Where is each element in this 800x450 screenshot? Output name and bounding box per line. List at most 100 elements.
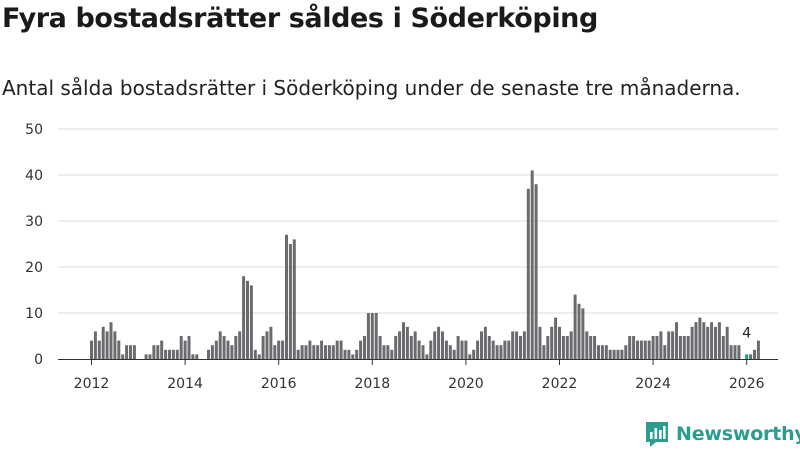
- bar: [651, 336, 655, 359]
- bar: [429, 340, 433, 359]
- bar: [417, 340, 421, 359]
- bar: [339, 340, 343, 359]
- bar: [129, 345, 132, 359]
- bar: [109, 322, 113, 359]
- bar: [698, 317, 702, 359]
- bar: [686, 336, 690, 359]
- bar: [511, 331, 515, 359]
- bar: [160, 340, 164, 359]
- highlight-bar: [745, 354, 749, 359]
- bar: [300, 345, 304, 359]
- bar: [121, 354, 125, 359]
- bar: [636, 340, 639, 359]
- bar: [604, 345, 608, 359]
- bar: [296, 349, 300, 359]
- y-tick-label: 20: [25, 260, 43, 276]
- bar: [355, 349, 359, 359]
- x-tick-label: 2016: [261, 376, 297, 392]
- bar: [226, 340, 230, 359]
- bar: [675, 322, 678, 359]
- bar: [125, 345, 129, 359]
- bar: [710, 322, 714, 359]
- bar: [452, 349, 456, 359]
- y-tick-label: 0: [34, 352, 43, 368]
- bar: [97, 340, 101, 359]
- bar: [312, 345, 316, 359]
- bar: [437, 326, 441, 359]
- bar: [561, 336, 565, 359]
- bar: [756, 340, 760, 359]
- bar: [261, 336, 265, 359]
- bar: [608, 349, 612, 359]
- bar: [257, 354, 261, 359]
- bar: [132, 345, 136, 359]
- bar: [308, 340, 312, 359]
- bar: [207, 349, 210, 359]
- bar: [269, 326, 273, 359]
- bar: [402, 322, 405, 359]
- bar: [464, 340, 468, 359]
- y-tick-label: 10: [25, 306, 43, 322]
- bar: [374, 313, 378, 359]
- bar: [187, 336, 191, 359]
- bar: [366, 313, 370, 359]
- bar: [175, 349, 179, 359]
- bar: [468, 354, 472, 359]
- bar: [678, 336, 682, 359]
- bar: [195, 354, 199, 359]
- bar: [682, 336, 686, 359]
- bar: [550, 326, 554, 359]
- bar: [331, 345, 335, 359]
- bar: [394, 336, 398, 359]
- bar: [558, 326, 561, 359]
- newsworthy-logo: Newsworthy: [644, 420, 800, 448]
- bar: [569, 331, 573, 359]
- bar: [667, 331, 671, 359]
- bar: [753, 349, 756, 359]
- y-tick-label: 50: [25, 122, 43, 138]
- bar: [546, 336, 550, 359]
- bar: [222, 336, 226, 359]
- bar: [191, 354, 195, 359]
- bar: [409, 336, 413, 359]
- bar: [433, 331, 437, 359]
- bar: [639, 340, 643, 359]
- bar: [581, 308, 585, 359]
- bar: [370, 313, 374, 359]
- bar: [359, 340, 363, 359]
- x-tick-label: 2012: [74, 376, 110, 392]
- bar: [593, 336, 597, 359]
- bar: [632, 336, 636, 359]
- x-tick-label: 2014: [167, 376, 203, 392]
- bar: [554, 317, 558, 359]
- bar: [456, 336, 460, 359]
- bar: [526, 188, 530, 359]
- y-tick-label: 30: [25, 214, 43, 230]
- bar: [105, 331, 109, 359]
- bar: [577, 303, 581, 359]
- bar: [210, 345, 214, 359]
- bar: [655, 336, 659, 359]
- bar: [292, 239, 296, 359]
- bar: [519, 336, 522, 359]
- bar: [483, 326, 487, 359]
- bar: [616, 349, 620, 359]
- bar: [238, 331, 242, 359]
- bar-chart: 0 10 20 30 40 50 2012 2014 2016 2018 2020 2022 2024…: [25, 122, 778, 392]
- bar: [234, 336, 238, 359]
- bar: [148, 354, 152, 359]
- bar: [273, 345, 277, 359]
- bar: [405, 326, 409, 359]
- bar: [589, 336, 593, 359]
- bar: [733, 345, 737, 359]
- newsworthy-logo-icon: [646, 422, 668, 447]
- bar: [597, 345, 600, 359]
- bar: [725, 326, 729, 359]
- bar: [413, 331, 417, 359]
- bar: [363, 336, 366, 359]
- chart-title: Fyra bostadsrätter såldes i Söderköping: [2, 3, 598, 34]
- bar: [90, 340, 93, 359]
- bar: [690, 326, 694, 359]
- bar: [253, 349, 257, 359]
- x-tick-label: 2024: [635, 376, 671, 392]
